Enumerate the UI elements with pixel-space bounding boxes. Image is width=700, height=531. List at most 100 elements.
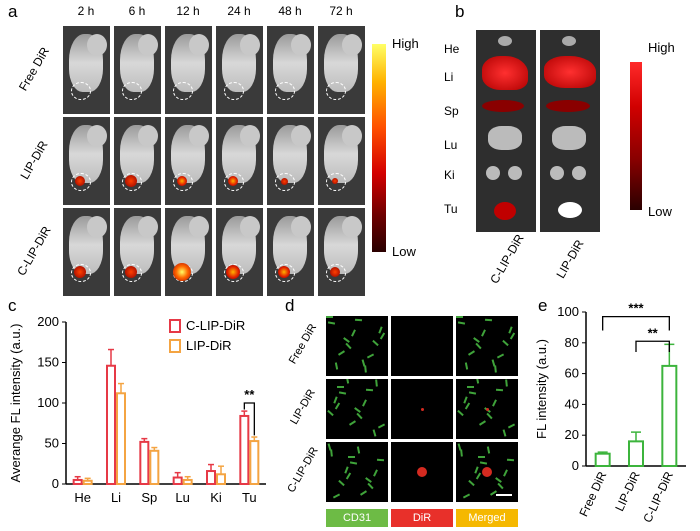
vessel-mark [349, 461, 358, 465]
mouse-head [87, 34, 107, 56]
vessel-mark [338, 479, 345, 487]
mouse-image-r2-c2 [165, 208, 212, 296]
e-category-label: LIP-DiR [612, 469, 643, 513]
c-bar [72, 478, 83, 485]
mouse-image-r0-c3 [216, 26, 263, 114]
vessel-mark [475, 379, 480, 384]
channel-label-2: Merged [456, 509, 518, 527]
time-label-3: 24 h [227, 4, 251, 18]
mouse-image-r0-c2 [165, 26, 212, 114]
mouse-head [189, 34, 209, 56]
c-bar [149, 449, 160, 485]
c-category-label: Ki [210, 490, 222, 505]
tumor-region [326, 173, 346, 191]
c-significance-bracket [243, 402, 255, 436]
group-label-2: C-LIP-DiR [14, 223, 54, 279]
fluorescence-signal [228, 176, 238, 186]
microscopy-r1-c2 [456, 379, 518, 439]
c-bar [249, 440, 260, 486]
mouse-head [240, 34, 260, 56]
panel-e-label: e [538, 296, 548, 315]
vessel-mark [478, 456, 485, 458]
dir-signal [417, 467, 427, 477]
mouse-image-r0-c1 [114, 26, 161, 114]
vessel-mark [326, 316, 333, 318]
e-sig-bottom: ** [648, 325, 659, 340]
c-bar [172, 476, 183, 486]
organ-label-5: Tu [444, 202, 458, 216]
mouse-head [189, 125, 209, 147]
vessel-mark [486, 446, 491, 454]
vessel-mark [327, 409, 334, 417]
vessel-mark [505, 379, 508, 387]
tumor-region [326, 264, 346, 282]
vessel-mark [349, 420, 356, 426]
e-bracket-top [602, 315, 670, 331]
organ-label-0: He [444, 42, 460, 56]
vessel-mark [348, 456, 355, 458]
fluorescence-signal [173, 263, 191, 281]
panel-b-image-c-lip [476, 30, 536, 232]
vessel-mark [506, 458, 515, 462]
vessel-mark [338, 350, 345, 356]
c-ytick-label: 200 [37, 314, 59, 329]
organ-label-2: Sp [444, 104, 459, 118]
c-ytick-label: 150 [37, 355, 59, 370]
vessel-mark [468, 391, 477, 395]
vessel-mark [360, 490, 367, 496]
vessel-mark [468, 479, 475, 487]
mouse-head [291, 34, 311, 56]
e-bar [594, 452, 611, 467]
vessel-mark [364, 365, 367, 373]
e-ytick-label: 40 [565, 396, 579, 411]
fluorescence-signal [125, 266, 137, 278]
panel-b-colorbar [630, 62, 642, 210]
vessel-mark [327, 321, 336, 325]
time-label-4: 48 h [278, 4, 302, 18]
organ-label-3: Lu [444, 138, 458, 152]
panel-d-row-label-1: LIP-DiR [288, 387, 318, 427]
c-bar [182, 478, 193, 485]
mouse-image-r0-c5 [318, 26, 365, 114]
tumor-region [326, 82, 346, 100]
vessel-mark [456, 316, 463, 318]
vessel-mark [503, 469, 508, 477]
dir-signal [420, 407, 424, 411]
vessel-mark [372, 339, 379, 347]
vessel-mark [460, 449, 463, 457]
e-bar [661, 364, 678, 467]
microscopy-r0-c1 [391, 316, 453, 376]
panel-d-row-label-0: Free DiR [286, 321, 320, 367]
vessel-mark [457, 409, 464, 417]
vessel-mark [496, 353, 505, 359]
panel-c-chart: 0 50 100 150 200 Averange FL intensity (a.u.)… [8, 314, 266, 505]
mouse-head [342, 125, 362, 147]
vessel-mark [367, 482, 374, 490]
c-category-label: He [74, 490, 91, 505]
vessel-mark [345, 379, 350, 384]
e-ylabel: FL intensity (a.u.) [534, 339, 549, 439]
vessel-mark [475, 472, 482, 480]
c-ytick-label: 0 [52, 476, 59, 491]
panel-a-colorbar-high: High [392, 36, 419, 51]
microscopy-r2-c1 [391, 442, 453, 502]
mouse-image-r1-c0 [63, 117, 110, 205]
vessel-mark [354, 318, 363, 322]
panel-a-colorbar-low: Low [392, 244, 416, 259]
mouse-image-r1-c4 [267, 117, 314, 205]
organ-label-1: Li [444, 70, 454, 84]
panel-c-label: c [8, 296, 17, 315]
e-ytick-label: 0 [572, 458, 579, 473]
vessel-mark [345, 472, 352, 480]
mouse-image-r1-c1 [114, 117, 161, 205]
tumor-region [173, 173, 193, 191]
mouse-image-r2-c5 [318, 208, 365, 296]
channel-label-1: DiR [391, 509, 453, 527]
tumor-region [122, 82, 142, 100]
tumor-region [275, 173, 295, 191]
c-ylabel: Averange FL intensity (a.u.) [8, 324, 23, 483]
mouse-head [138, 125, 158, 147]
mouse-head [87, 216, 107, 238]
panel-b-colorbar-high: High [648, 40, 675, 55]
tumor-region [122, 264, 142, 282]
